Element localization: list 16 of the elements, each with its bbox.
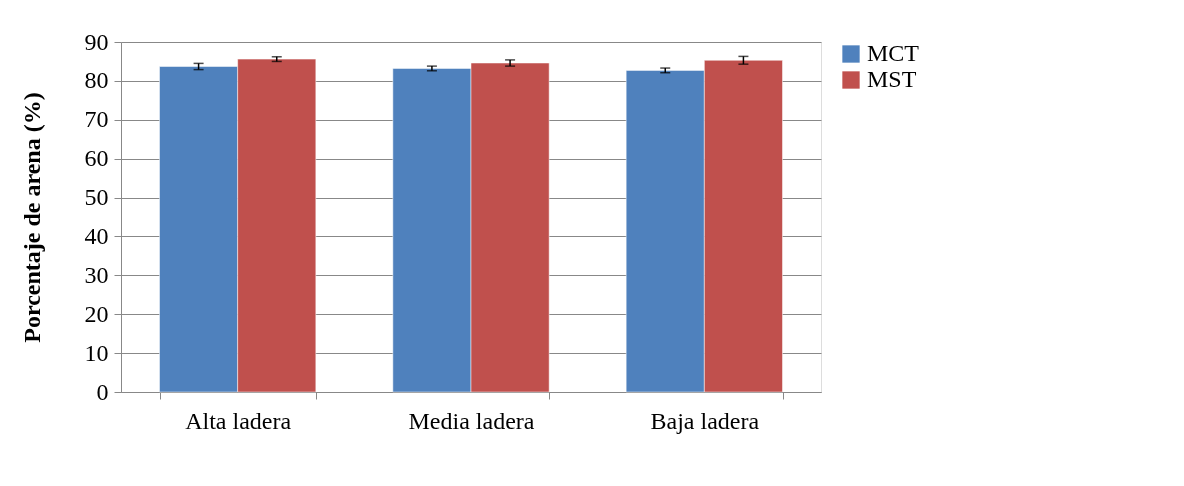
x-tick-label: Media ladera: [408, 407, 535, 434]
y-tick-label: 50: [84, 184, 109, 211]
y-tick-label: 70: [84, 106, 109, 133]
y-tick-label: 0: [96, 378, 109, 405]
x-tick-label: Alta ladera: [185, 407, 292, 434]
y-tick-label: 30: [84, 261, 109, 288]
legend-label: MCT: [867, 40, 920, 66]
y-tick-label: 20: [84, 300, 109, 327]
y-tick-label: 10: [84, 339, 109, 366]
y-tick-label: 90: [84, 28, 109, 55]
y-tick-label: 60: [84, 145, 109, 172]
y-tick-label: 80: [84, 67, 109, 94]
x-tick-label: Baja ladera: [650, 407, 760, 434]
legend-label: MST: [867, 66, 917, 92]
y-tick-label: 40: [84, 222, 109, 249]
y-axis-title: Porcentaje de arena (%): [18, 92, 45, 343]
